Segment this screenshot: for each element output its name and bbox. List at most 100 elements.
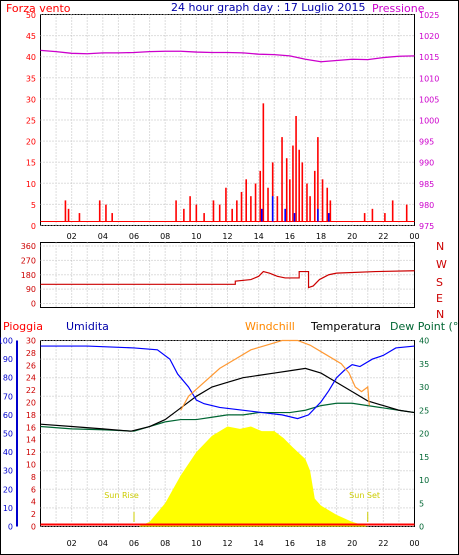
time-tick: 12 bbox=[222, 232, 232, 241]
rain-tick: 14 bbox=[26, 436, 36, 445]
rain-tick: 22 bbox=[26, 386, 36, 395]
rain-tick: 10 bbox=[26, 461, 36, 470]
time-tick: 00 bbox=[409, 232, 419, 241]
time-tick: 12 bbox=[222, 539, 232, 548]
time-tick: 02 bbox=[67, 539, 77, 548]
temperature-tick: 35 bbox=[419, 360, 429, 369]
pressure-tick: 980 bbox=[419, 201, 434, 210]
temperature-tick: 0 bbox=[419, 523, 424, 532]
pressure-tick: 1025 bbox=[419, 11, 439, 20]
pressure-tick: 1015 bbox=[419, 53, 439, 62]
rain-tick: 12 bbox=[26, 448, 36, 457]
wind-speed-tick: 35 bbox=[26, 74, 36, 83]
time-tick: 02 bbox=[67, 232, 77, 241]
humidity-axis: 0 10 20 30 40 50 60 70 80 90 100 bbox=[0, 337, 18, 532]
direction-tick: 360 bbox=[21, 242, 36, 251]
direction-tick: 0 bbox=[31, 300, 36, 309]
wind-speed-tick: 20 bbox=[26, 138, 36, 147]
time-tick: 20 bbox=[347, 539, 357, 548]
windchill-label: Windchill bbox=[245, 320, 295, 333]
temperature-tick: 10 bbox=[419, 476, 429, 485]
temperature-tick: 15 bbox=[419, 453, 429, 462]
temperature-tick: 5 bbox=[419, 499, 424, 508]
pressure-line bbox=[40, 49, 415, 63]
rain-tick: 24 bbox=[26, 374, 36, 383]
rain-tick: 4 bbox=[31, 498, 36, 507]
wind-speed-tick: 15 bbox=[26, 159, 36, 168]
time-tick: 18 bbox=[316, 232, 326, 241]
temperature-line bbox=[40, 367, 415, 432]
panel1-time-axis: 02 04 06 08 10 12 14 16 18 20 22 00 bbox=[67, 232, 420, 241]
rain-tick: 6 bbox=[31, 485, 36, 494]
sunset-label: Sun Set bbox=[349, 491, 380, 500]
compass-letter: E bbox=[436, 292, 443, 305]
pressure-tick: 995 bbox=[419, 138, 434, 147]
compass-letter: W bbox=[436, 258, 447, 271]
temperature-label: Temperatura bbox=[310, 320, 381, 333]
rain-tick: 18 bbox=[26, 411, 36, 420]
temperature-tick: 25 bbox=[419, 406, 429, 415]
humidity-tick: 70 bbox=[3, 392, 13, 401]
wind-direction-axis: 360 270 180 90 0 bbox=[21, 242, 36, 309]
time-tick: 08 bbox=[160, 539, 170, 548]
pressure-tick: 1010 bbox=[419, 74, 439, 83]
humidity-tick: 90 bbox=[3, 355, 13, 364]
humidity-tick: 20 bbox=[3, 485, 13, 494]
rain-tick: 2 bbox=[31, 510, 36, 519]
humidity-tick: 10 bbox=[3, 504, 13, 513]
compass-letter: N bbox=[436, 308, 444, 321]
direction-tick: 180 bbox=[21, 271, 36, 280]
wind-speed-bars bbox=[40, 103, 415, 222]
time-tick: 00 bbox=[409, 539, 419, 548]
time-tick: 04 bbox=[98, 232, 108, 241]
wind-speed-tick: 25 bbox=[26, 117, 36, 126]
wind-speed-tick: 45 bbox=[26, 32, 36, 41]
time-tick: 16 bbox=[285, 232, 295, 241]
time-tick: 04 bbox=[98, 539, 108, 548]
time-tick: 22 bbox=[378, 539, 388, 548]
pressure-tick: 985 bbox=[419, 180, 434, 189]
wind-speed-tick: 30 bbox=[26, 95, 36, 104]
humidity-tick: 100 bbox=[0, 337, 13, 346]
rain-tick: 8 bbox=[31, 473, 36, 482]
wind-pressure-grid bbox=[40, 14, 415, 226]
compass-letter: N bbox=[436, 240, 444, 253]
temperature-tick: 20 bbox=[419, 430, 429, 439]
pressure-tick: 1000 bbox=[419, 117, 439, 126]
wind-direction-grid bbox=[40, 242, 415, 308]
rain-tick: 26 bbox=[26, 361, 36, 370]
windchill-line bbox=[180, 339, 370, 411]
rain-tick: 20 bbox=[26, 399, 36, 408]
pressure-tick: 1005 bbox=[419, 95, 439, 104]
humidity-line bbox=[40, 345, 415, 420]
pressure-tick: 990 bbox=[419, 159, 434, 168]
pressure-axis: 975 980 985 990 995 1000 1005 1010 1015 1020 1025 bbox=[419, 11, 439, 231]
rain-label: Pioggia bbox=[3, 320, 43, 333]
pressure-tick: 1020 bbox=[419, 32, 439, 41]
rain-tick: 28 bbox=[26, 349, 36, 358]
wind-speed-tick: 0 bbox=[31, 222, 36, 231]
humidity-tick: 0 bbox=[8, 523, 13, 532]
time-tick: 10 bbox=[191, 539, 201, 548]
time-tick: 06 bbox=[129, 232, 139, 241]
wind-speed-tick: 40 bbox=[26, 53, 36, 62]
humidity-tick: 40 bbox=[3, 448, 13, 457]
time-tick: 16 bbox=[285, 539, 295, 548]
wind-speed-axis: 0 5 10 15 20 25 30 35 40 45 50 bbox=[26, 11, 36, 231]
humidity-tick: 60 bbox=[3, 411, 13, 420]
time-tick: 14 bbox=[254, 539, 264, 548]
temperature-tick: 30 bbox=[419, 383, 429, 392]
wind-speed-tick: 10 bbox=[26, 180, 36, 189]
wind-speed-tick: 5 bbox=[31, 201, 36, 210]
dewpoint-label: Dew Point (°C bbox=[390, 320, 459, 333]
chart-title: 24 hour graph day : 17 Luglio 2015 bbox=[171, 1, 366, 14]
wind-speed-tick: 50 bbox=[26, 11, 36, 20]
time-tick: 06 bbox=[129, 539, 139, 548]
solar-area bbox=[138, 426, 368, 527]
humidity-label: Umidita bbox=[66, 320, 109, 333]
humidity-tick: 30 bbox=[3, 467, 13, 476]
time-tick: 10 bbox=[191, 232, 201, 241]
